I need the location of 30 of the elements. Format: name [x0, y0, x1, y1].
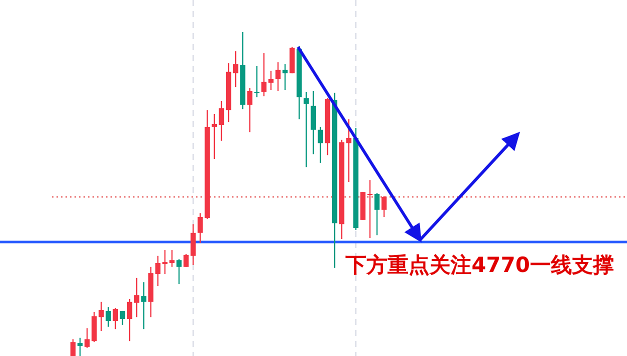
candlestick — [381, 195, 387, 218]
candlestick — [212, 113, 217, 160]
candlestick — [126, 298, 132, 342]
candlestick — [134, 277, 140, 318]
candlestick — [162, 249, 168, 275]
ref-line-label: 下方重点关注4770一线支撑 — [344, 252, 614, 277]
candlestick — [176, 258, 182, 285]
candlestick — [247, 87, 252, 133]
candlestick — [218, 100, 224, 142]
candlestick — [233, 50, 238, 88]
candlestick — [374, 192, 380, 236]
candlestick — [261, 52, 266, 97]
candlestick — [304, 91, 309, 168]
candlestick — [120, 310, 126, 326]
candlestick — [310, 90, 316, 155]
candlestick — [367, 179, 373, 239]
candlestick — [141, 282, 146, 330]
candlestick — [77, 337, 83, 356]
candlestick — [106, 306, 111, 328]
candlestick — [318, 126, 324, 164]
candlestick — [184, 253, 189, 268]
candlestick — [70, 338, 76, 356]
candlestick — [112, 307, 118, 330]
candlestick — [254, 65, 260, 98]
candlestick — [282, 63, 288, 91]
candlestick — [190, 224, 196, 266]
candlestick — [268, 70, 274, 91]
candlestick — [169, 249, 175, 268]
candlestick — [275, 62, 281, 92]
candlestick — [84, 328, 90, 348]
